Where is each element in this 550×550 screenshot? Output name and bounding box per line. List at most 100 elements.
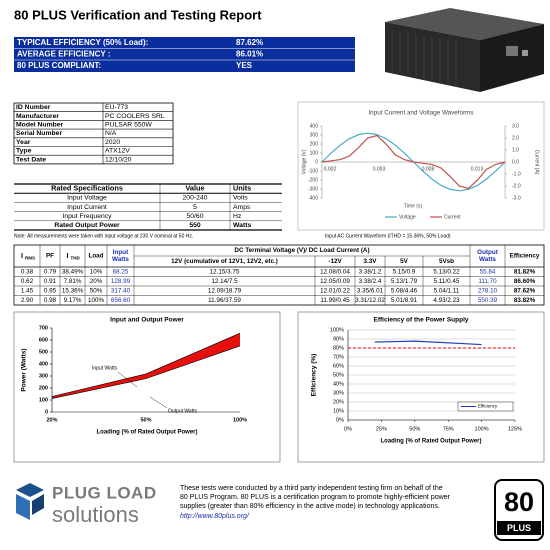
footer-text: supplies (greater than 80% efficiency in… <box>180 503 440 510</box>
specs-cell: Volts <box>233 195 248 202</box>
legend-label: Voltage <box>399 214 416 220</box>
y2-tick-label: 2.0 <box>512 135 519 141</box>
x-tick-label: 50% <box>409 426 420 432</box>
table-cell: 12.15/3.75 <box>210 268 240 275</box>
summary-value: 87.62% <box>236 38 263 47</box>
x-tick-label: 125% <box>508 426 522 432</box>
table-cell: 50% <box>90 287 103 294</box>
table-cell: 278.10 <box>478 287 498 294</box>
info-value: N/A <box>105 130 117 137</box>
axis-title: Power (Watts) <box>21 348 28 391</box>
badge-bar <box>497 521 541 535</box>
info-value: PC COOLERS SRL <box>105 113 165 120</box>
info-table-frame <box>13 102 174 165</box>
efficiency-chart-frame <box>297 311 545 463</box>
table-cell: 5.13/0.22 <box>433 268 460 275</box>
table-cell: 55.84 <box>480 268 496 275</box>
table-cell: 5.04/1.11 <box>434 287 460 294</box>
column-header: Output <box>477 249 499 256</box>
y-tick-label: 30% <box>333 390 344 396</box>
column-header: -12V <box>328 258 342 265</box>
y-tick-label: 100% <box>330 327 344 333</box>
column-header-subscript: THD <box>71 256 81 261</box>
axis-title: Efficiency (%) <box>311 354 318 397</box>
table-cell: 86.60% <box>514 278 536 285</box>
report-title: 80 PLUS Verification and Testing Report <box>14 7 262 22</box>
x-tick-label: 0.003 <box>373 166 386 172</box>
summary-label: AVERAGE EFFICIENCY : <box>17 49 111 58</box>
table-cell: 20% <box>90 278 103 285</box>
table-cell: 87.62% <box>514 287 536 294</box>
summary-label: 80 PLUS COMPLIANT: <box>17 61 101 70</box>
legend-box <box>457 401 514 412</box>
table-cell: 11.96/37.59 <box>208 297 241 304</box>
x-tick-label: 75% <box>443 426 454 432</box>
x-tick-label: 25% <box>376 426 387 432</box>
column-header: Load <box>88 253 103 260</box>
y-tick-label: -300 <box>308 186 318 192</box>
power-chart-frame <box>13 311 281 463</box>
specs-header: Value <box>185 184 204 193</box>
table-cell: 3.38/1.2 <box>359 268 382 275</box>
y2-tick-label: -3.0 <box>512 195 521 201</box>
annotation: Input Watts <box>92 365 118 371</box>
y-tick-label: 500 <box>39 349 48 355</box>
info-label: Manufacturer <box>16 113 59 120</box>
info-label: Type <box>16 148 32 155</box>
specs-cell: Hz <box>233 213 242 220</box>
specs-cell: Watts <box>233 222 251 229</box>
table-cell: 11.99/0.45 <box>320 297 350 304</box>
y2-tick-label: -1.0 <box>512 171 521 177</box>
x-tick-label: 0.002 <box>324 166 337 172</box>
x-tick-label: 100% <box>475 426 489 432</box>
y-tick-label: 300 <box>39 373 48 379</box>
specs-cell: 50/60 <box>186 213 203 220</box>
table-cell: 317.40 <box>111 287 131 294</box>
specs-note: Note: All measurements were taken with i… <box>14 233 193 239</box>
info-value: 12/10/20 <box>105 156 132 163</box>
specs-cell: Amps <box>233 204 251 211</box>
table-cell: 0.79 <box>44 268 57 275</box>
table-cell: 10% <box>90 268 103 275</box>
y-tick-label: 80% <box>333 345 344 351</box>
summary-box <box>14 37 355 72</box>
y-tick-label: 10% <box>333 408 344 414</box>
column-header: I <box>21 253 23 260</box>
column-header: 5Vsb <box>439 258 454 265</box>
table-cell: 81.82% <box>514 268 536 275</box>
series-line <box>51 345 241 399</box>
logo-text: PLUG LOAD <box>52 483 157 502</box>
logo-text: solutions <box>52 502 139 527</box>
info-label: Serial Number <box>16 130 62 137</box>
y-tick-label: 600 <box>39 337 48 343</box>
summary-value: 86.01% <box>236 49 263 58</box>
table-cell: 1.45 <box>21 287 34 294</box>
table-cell: 5.15/0.9 <box>393 268 416 275</box>
table-cell: 68.25 <box>113 268 129 275</box>
group-header: DC Terminal Voltage (V)/ DC Load Current… <box>234 247 369 254</box>
y-tick-label: 60% <box>333 363 344 369</box>
table-cell: 12.01/0.22 <box>320 287 350 294</box>
column-header: Watts <box>479 256 496 263</box>
specs-header: Units <box>233 184 251 193</box>
table-cell: 12.08/0.04 <box>320 268 350 275</box>
x-tick-label: 50% <box>140 417 151 423</box>
leader-line <box>117 371 138 388</box>
info-value: 2020 <box>105 139 120 146</box>
table-cell: 100% <box>88 297 105 304</box>
y-tick-label: -200 <box>308 177 318 183</box>
table-cell: 12.09/18.79 <box>208 287 242 294</box>
table-cell: 0.91 <box>44 278 57 285</box>
specs-cell: 200-240 <box>183 195 208 202</box>
legend-label: Efficiency <box>478 404 498 409</box>
specs-cell: 5 <box>193 204 197 211</box>
psu-photo <box>385 8 544 92</box>
axis-title: Loading (% of Rated Output Power) <box>97 430 198 436</box>
y2-tick-label: 0.0 <box>512 159 519 165</box>
column-header: Input <box>113 249 129 256</box>
y2-tick-label: 3.0 <box>512 123 519 129</box>
column-header: 3.3V <box>364 258 378 265</box>
y2-tick-label: -2.0 <box>512 183 521 189</box>
